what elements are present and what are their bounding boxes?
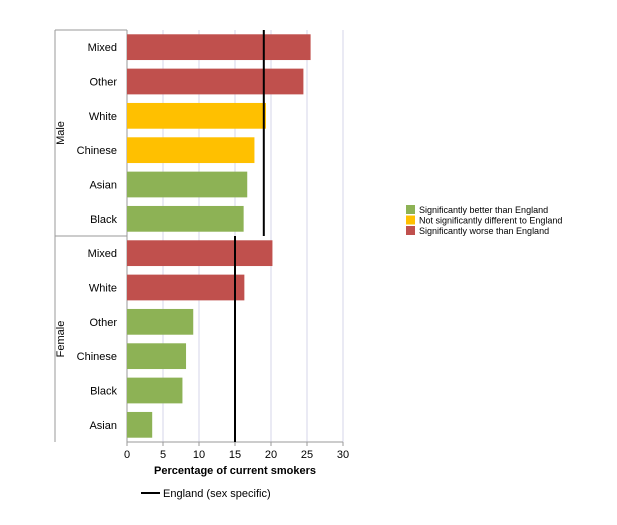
bar-male-chinese	[127, 137, 255, 164]
category-label: Chinese	[77, 145, 117, 157]
category-label: Other	[89, 77, 117, 89]
bar-female-black	[127, 377, 183, 404]
category-label: Asian	[89, 420, 117, 432]
category-label: Other	[89, 317, 117, 329]
chart-category-labels: Mixed Other White Chinese Asian Black Mixed Whi…	[77, 42, 118, 432]
bar-male-black	[127, 205, 244, 232]
bar-female-chinese	[127, 343, 187, 370]
chart-group-labels: Male Female	[55, 121, 67, 357]
bar-male-white	[127, 102, 266, 129]
legend-swatch-not_different	[406, 215, 415, 225]
group-label-female: Female	[55, 321, 67, 358]
tick-label: 0	[124, 449, 130, 461]
legend-label-worse: Significantly worse than England	[419, 226, 549, 236]
bar-female-mixed	[127, 240, 273, 267]
bar-male-other	[127, 68, 304, 95]
tick-label: 30	[337, 449, 349, 461]
category-label: Black	[90, 386, 117, 398]
bar-female-other	[127, 308, 194, 335]
chart-frame	[54, 29, 343, 443]
chart-x-ticks: 0 5 10 15 20 25 30	[124, 442, 349, 461]
category-label: Mixed	[88, 42, 117, 54]
tick-label: 25	[301, 449, 313, 461]
reference-legend-label: England (sex specific)	[163, 488, 271, 500]
bar-male-mixed	[127, 34, 311, 61]
category-label: Mixed	[88, 248, 117, 260]
tick-label: 15	[229, 449, 241, 461]
tick-label: 5	[160, 449, 166, 461]
legend-swatch-worse	[406, 226, 415, 235]
category-label: White	[89, 111, 117, 123]
x-axis-title: Percentage of current smokers	[154, 465, 316, 477]
bar-male-asian	[127, 171, 248, 198]
category-label: Black	[90, 214, 117, 226]
legend-label-better: Significantly better than England	[419, 205, 548, 215]
legend-swatch-better	[406, 205, 415, 214]
tick-label: 10	[193, 449, 205, 461]
chart-reference-lines	[234, 30, 265, 442]
group-label-male: Male	[55, 121, 67, 145]
legend-label-not_different: Not significantly different to England	[419, 216, 562, 226]
tick-label: 20	[265, 449, 277, 461]
bar-female-asian	[127, 411, 153, 438]
category-label: Chinese	[77, 351, 117, 363]
bar-female-white	[127, 274, 245, 301]
chart-bars	[127, 34, 311, 438]
category-label: White	[89, 283, 117, 295]
category-label: Asian	[89, 180, 117, 192]
reference-legend: England (sex specific)	[141, 488, 271, 500]
